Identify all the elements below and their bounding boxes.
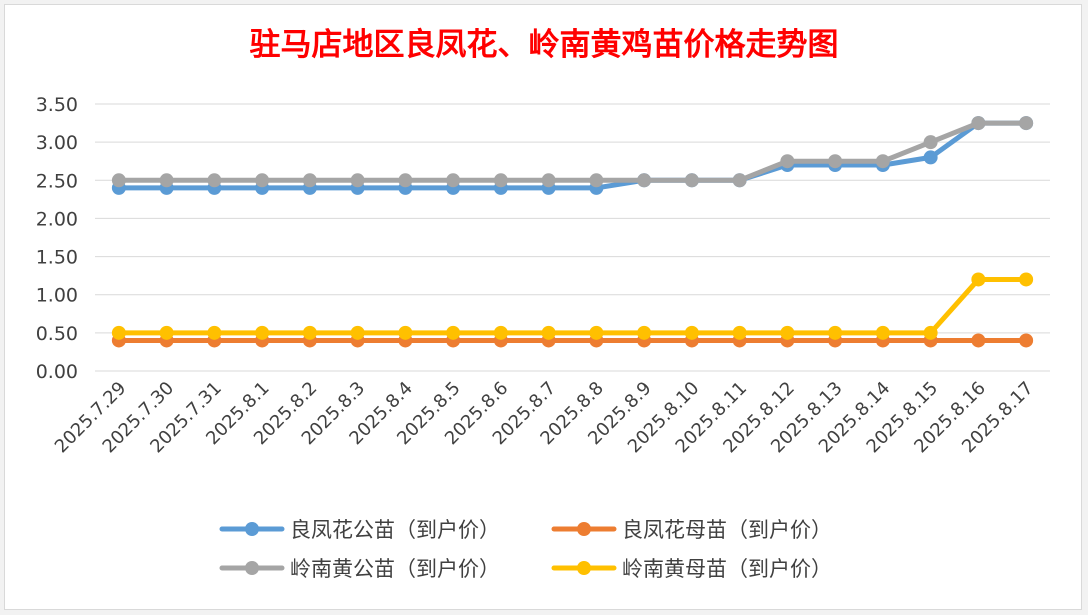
legend-swatch-marker <box>577 561 591 575</box>
legend-label: 岭南黄公苗（到户价） <box>290 557 500 581</box>
data-point <box>111 325 126 340</box>
legend-label: 良凤花母苗（到户价） <box>622 518 832 542</box>
series-line <box>116 276 1029 336</box>
x-axis-ticks: 2025.7.292025.7.302025.7.312025.8.12025.… <box>51 378 1038 458</box>
legend-entry: 岭南黄母苗（到户价） <box>551 557 832 581</box>
series-line <box>116 120 1029 183</box>
legend-label: 良凤花公苗（到户价） <box>290 518 500 542</box>
data-point <box>684 325 699 340</box>
data-point <box>446 173 461 188</box>
data-point <box>446 325 461 340</box>
data-point <box>398 325 413 340</box>
data-point <box>111 173 126 188</box>
chart-area <box>4 4 1082 610</box>
data-point <box>1019 116 1034 131</box>
series-4 <box>111 272 1034 340</box>
series-line <box>116 120 1029 191</box>
y-axis-ticks: 0.00 0.50 1.00 1.50 2.00 2.50 3.00 3.50 <box>36 94 78 383</box>
data-point <box>302 325 317 340</box>
legend-entry: 岭南黄公苗（到户价） <box>219 557 500 581</box>
data-point <box>493 173 508 188</box>
data-point <box>350 173 365 188</box>
data-point <box>732 173 747 188</box>
series-group <box>111 116 1034 348</box>
y-tick-label: 0.50 <box>36 323 78 345</box>
series-2 <box>111 333 1034 348</box>
y-tick-label: 2.00 <box>36 208 78 230</box>
legend: 良凤花公苗（到户价） 良凤花母苗（到户价） 岭南黄公苗（到户价） 岭南黄母苗（到户价） <box>219 518 832 581</box>
y-tick-label: 2.50 <box>36 170 78 192</box>
data-point <box>302 173 317 188</box>
series-3 <box>111 116 1034 188</box>
data-point <box>637 325 652 340</box>
data-point <box>1019 333 1034 348</box>
data-point <box>780 154 795 169</box>
data-point <box>923 325 938 340</box>
legend-swatch-marker <box>245 522 259 536</box>
legend-entry: 良凤花母苗（到户价） <box>551 518 832 542</box>
data-point <box>875 154 890 169</box>
data-point <box>589 325 604 340</box>
legend-swatch-marker <box>245 561 259 575</box>
data-point <box>923 150 938 165</box>
data-point <box>255 173 270 188</box>
data-point <box>971 333 986 348</box>
data-point <box>255 325 270 340</box>
y-tick-label: 3.50 <box>36 94 78 116</box>
data-point <box>541 173 556 188</box>
data-point <box>541 325 556 340</box>
data-point <box>637 173 652 188</box>
y-tick-label: 1.00 <box>36 285 78 307</box>
data-point <box>207 325 222 340</box>
data-point <box>971 116 986 131</box>
data-point <box>828 154 843 169</box>
y-tick-label: 1.50 <box>36 247 78 269</box>
data-point <box>828 325 843 340</box>
data-point <box>1019 272 1034 287</box>
data-point <box>398 173 413 188</box>
data-point <box>207 173 222 188</box>
y-tick-label: 3.00 <box>36 132 78 154</box>
legend-swatch-marker <box>577 522 591 536</box>
data-point <box>971 272 986 287</box>
data-point <box>875 325 890 340</box>
legend-entry: 良凤花公苗（到户价） <box>219 518 500 542</box>
data-point <box>780 325 795 340</box>
data-point <box>493 325 508 340</box>
data-point <box>159 325 174 340</box>
data-point <box>589 173 604 188</box>
y-tick-label: 0.00 <box>36 361 78 383</box>
data-point <box>684 173 699 188</box>
data-point <box>159 173 174 188</box>
data-point <box>350 325 365 340</box>
chart-title: 驻马店地区良凤花、岭南黄鸡苗价格走势图 <box>250 27 839 63</box>
data-point <box>923 135 938 150</box>
legend-label: 岭南黄母苗（到户价） <box>622 557 832 581</box>
data-point <box>732 325 747 340</box>
